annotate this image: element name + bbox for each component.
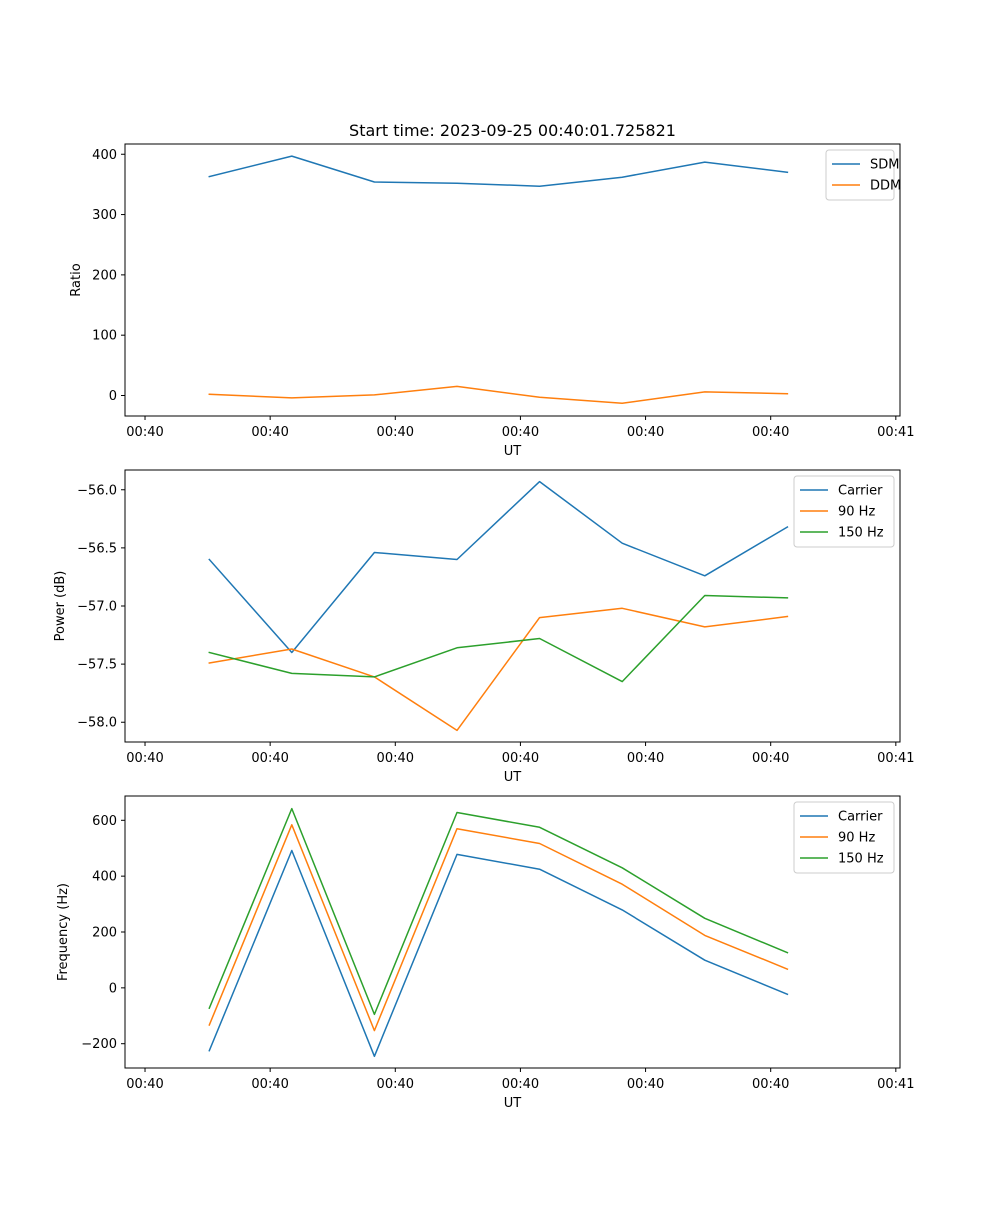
legend: Carrier 90 Hz 150 Hz	[793, 475, 895, 548]
legend-label: 150 Hz	[838, 852, 884, 867]
x-axis-label: UT	[504, 1096, 522, 1111]
legend-label: SDM	[870, 158, 899, 173]
legend-label: 150 Hz	[838, 526, 884, 541]
x-tick-label: 00:40	[627, 425, 664, 440]
legend-label: DDM	[870, 179, 901, 194]
x-tick-label: 00:40	[752, 425, 789, 440]
series-line-carrier	[208, 480, 789, 654]
x-tick-label: 00:40	[251, 751, 288, 766]
x-tick-label: 00:40	[126, 751, 163, 766]
x-tick-label: 00:40	[627, 1077, 664, 1092]
series-line-90-hz	[208, 607, 789, 732]
figure-title: Start time: 2023-09-25 00:40:01.725821	[349, 121, 676, 140]
y-axis-label: Power (dB)	[53, 571, 68, 642]
x-tick-label: 00:40	[251, 425, 288, 440]
y-tick-label: −57.0	[77, 600, 117, 615]
legend: SDM DDM	[825, 149, 901, 201]
legend-box	[793, 475, 895, 548]
legend-label: Carrier	[838, 484, 883, 499]
chart-panel-1: 00:40 00:40 00:40 00:40 00:40 00:40 00:41 0 100 2…	[69, 143, 915, 459]
legend: Carrier 90 Hz 150 Hz	[793, 801, 895, 874]
x-tick-label: 00:41	[877, 1077, 914, 1092]
series-lines	[208, 155, 789, 405]
y-axis-label: Ratio	[69, 263, 84, 296]
legend-label: 90 Hz	[838, 831, 875, 846]
legend-label: 90 Hz	[838, 505, 875, 520]
series-line-150-hz	[208, 594, 789, 683]
x-tick-label: 00:40	[502, 1077, 539, 1092]
x-tick-label: 00:40	[377, 425, 414, 440]
x-tick-label: 00:40	[752, 1077, 789, 1092]
x-tick-label: 00:40	[377, 751, 414, 766]
y-tick-label: 100	[92, 329, 117, 344]
x-tick-label: 00:40	[752, 751, 789, 766]
series-line-carrier	[208, 849, 789, 1058]
series-lines	[208, 480, 789, 732]
x-tick-label: 00:40	[502, 751, 539, 766]
legend-box	[793, 801, 895, 874]
y-tick-label: 0	[109, 981, 117, 996]
y-tick-label: −57.5	[77, 658, 117, 673]
y-tick-label: −56.0	[77, 483, 117, 498]
series-line-ddm	[208, 385, 789, 405]
series-lines	[208, 807, 789, 1058]
y-tick-label: −56.5	[77, 541, 117, 556]
legend-label: Carrier	[838, 810, 883, 825]
y-tick-label: 0	[109, 389, 117, 404]
chart-panel-3: 00:40 00:40 00:40 00:40 00:40 00:40 00:41 −200 0…	[56, 795, 915, 1111]
chart-panel-2: 00:40 00:40 00:40 00:40 00:40 00:40 00:41 −58.0…	[53, 469, 915, 785]
y-tick-label: 400	[92, 870, 117, 885]
series-line-150-hz	[208, 807, 789, 1016]
series-line-90-hz	[208, 824, 789, 1032]
x-tick-label: 00:41	[877, 751, 914, 766]
x-tick-label: 00:40	[627, 751, 664, 766]
axes-frame	[124, 143, 901, 417]
legend-box	[825, 149, 895, 201]
x-tick-label: 00:40	[251, 1077, 288, 1092]
x-tick-label: 00:41	[877, 425, 914, 440]
y-tick-label: 200	[92, 926, 117, 941]
x-tick-label: 00:40	[126, 1077, 163, 1092]
x-tick-label: 00:40	[502, 425, 539, 440]
x-tick-label: 00:40	[377, 1077, 414, 1092]
x-axis-label: UT	[504, 444, 522, 459]
y-tick-label: 600	[92, 814, 117, 829]
x-axis-label: UT	[504, 770, 522, 785]
series-line-sdm	[208, 155, 789, 187]
chart-panels: 00:40 00:40 00:40 00:40 00:40 00:40 00:41 0 100 2…	[53, 143, 915, 1111]
y-tick-label: 400	[92, 148, 117, 163]
y-tick-label: 200	[92, 268, 117, 283]
y-tick-label: −200	[81, 1037, 117, 1052]
y-tick-label: 300	[92, 208, 117, 223]
y-axis-label: Frequency (Hz)	[56, 883, 71, 981]
x-tick-label: 00:40	[126, 425, 163, 440]
y-tick-label: −58.0	[77, 716, 117, 731]
